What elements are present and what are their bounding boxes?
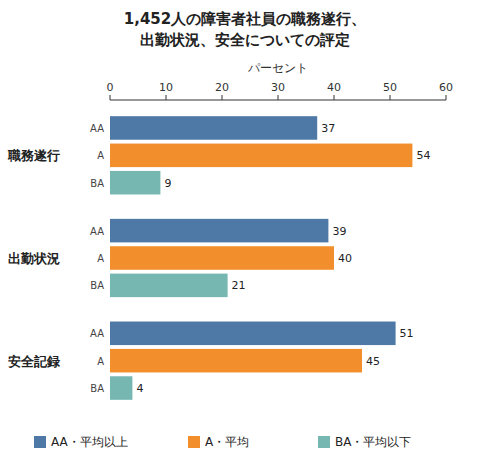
x-tick xyxy=(446,95,447,100)
bar-sublabel: A xyxy=(97,253,104,264)
category-label: 出勤状況 xyxy=(8,251,60,266)
bar-sublabel: A xyxy=(97,150,104,161)
data-label: 21 xyxy=(232,279,246,292)
legend-label: A・平均 xyxy=(205,435,249,449)
x-tick-label: 20 xyxy=(215,81,229,94)
x-tick xyxy=(166,95,167,100)
bar xyxy=(110,246,334,270)
title: 1,452人の障害者社員の職務遂行、 xyxy=(124,10,366,28)
data-label: 4 xyxy=(136,382,143,395)
bar xyxy=(110,144,412,168)
x-tick xyxy=(278,95,279,100)
category-label: 職務遂行 xyxy=(7,148,60,163)
bar xyxy=(110,171,160,195)
data-label: 9 xyxy=(164,177,171,190)
x-tick xyxy=(390,95,391,100)
legend-label: AA・平均以上 xyxy=(51,435,128,449)
chart: 1,452人の障害者社員の職務遂行、出勤状況、安全についての評定パーセント 0 10… xyxy=(0,0,490,468)
x-tick-label: 40 xyxy=(327,81,341,94)
legend-label: BA・平均以下 xyxy=(335,435,411,449)
legend-swatch xyxy=(188,436,200,448)
legend-swatch xyxy=(34,436,46,448)
bar-sublabel: AA xyxy=(90,328,104,339)
bar xyxy=(110,322,396,346)
data-label: 54 xyxy=(416,149,430,162)
x-tick-label: 60 xyxy=(439,81,453,94)
legend-swatch xyxy=(318,436,330,448)
bar xyxy=(110,349,362,373)
bar-sublabel: AA xyxy=(90,226,104,237)
bar xyxy=(110,116,317,140)
x-tick-label: 30 xyxy=(271,81,285,94)
x-tick xyxy=(110,95,111,100)
axis-label: パーセント xyxy=(247,61,308,75)
x-tick-label: 10 xyxy=(159,81,173,94)
bar-sublabel: BA xyxy=(90,280,104,291)
bars xyxy=(110,116,412,400)
bar xyxy=(110,376,132,400)
bar-sublabel: BA xyxy=(90,178,104,189)
data-label: 39 xyxy=(332,225,346,238)
subtitle: 出勤状況、安全についての評定 xyxy=(140,31,350,49)
x-tick-label: 0 xyxy=(107,81,114,94)
bar xyxy=(110,274,228,298)
labels: 職務遂行 37 AA 54 A 9 BA 出勤状況 39 AA 40 A 21 BA 安全記録 51 AA 45 A… xyxy=(7,122,430,395)
x-tick xyxy=(334,95,335,100)
data-label: 45 xyxy=(366,355,380,368)
data-label: 51 xyxy=(400,327,414,340)
category-label: 安全記録 xyxy=(8,354,60,369)
bar-sublabel: BA xyxy=(90,383,104,394)
bar xyxy=(110,219,328,243)
x-tick-label: 50 xyxy=(383,81,397,94)
bar-sublabel: A xyxy=(97,356,104,367)
data-label: 37 xyxy=(321,122,335,135)
legend: AA・平均以上 A・平均 BA・平均以下 xyxy=(34,435,411,449)
bar-sublabel: AA xyxy=(90,123,104,134)
data-label: 40 xyxy=(338,252,352,265)
x-tick xyxy=(222,95,223,100)
